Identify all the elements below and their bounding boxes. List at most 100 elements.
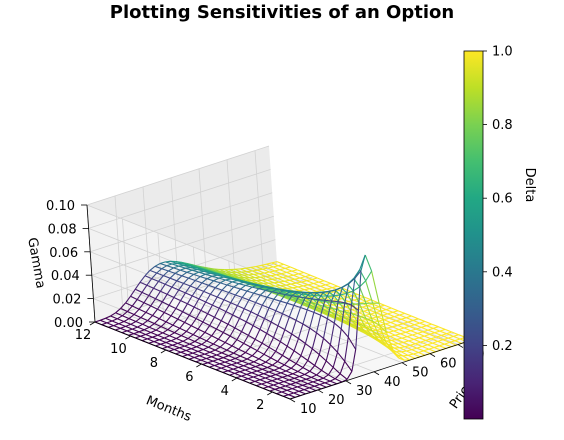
- wire-segment: [117, 315, 123, 320]
- wire-segment: [277, 313, 284, 326]
- wire-segment: [305, 297, 312, 300]
- gridline: [206, 285, 403, 364]
- z-tick-label: 0.04: [51, 269, 80, 284]
- wire-segment: [200, 357, 207, 361]
- wire-segment: [316, 291, 324, 294]
- wire-segment: [268, 386, 276, 390]
- wire-segment: [246, 321, 254, 327]
- wire-segment: [293, 274, 301, 279]
- wire-segment: [160, 343, 168, 348]
- wire-segment: [294, 375, 300, 379]
- wire-segment: [305, 276, 313, 280]
- wire-segment: [227, 368, 234, 372]
- wire-segment: [370, 313, 378, 318]
- wire-segment: [430, 336, 437, 340]
- wire-segment: [212, 360, 220, 365]
- wire-segment: [364, 326, 372, 336]
- wire-segment: [192, 328, 199, 335]
- wire-segment: [194, 356, 202, 361]
- wire-segment: [270, 357, 278, 362]
- wire-segment: [161, 265, 168, 270]
- wire-segment: [410, 343, 416, 346]
- wire-segment: [298, 298, 306, 302]
- wire-segment: [309, 288, 317, 293]
- wire-segment: [192, 350, 199, 354]
- wire-segment: [169, 335, 177, 340]
- wire-segment: [147, 338, 155, 343]
- wire-segment: [243, 365, 251, 369]
- wire-segment: [132, 305, 140, 310]
- wire-segment: [162, 332, 170, 337]
- wire-segment: [380, 309, 387, 312]
- wire-segment: [292, 287, 300, 292]
- wire-segment: [249, 277, 257, 282]
- wire-segment: [327, 367, 334, 376]
- wire-segment: [175, 351, 182, 355]
- wire-segment: [246, 286, 253, 292]
- wire-segment: [159, 318, 167, 323]
- wire-segment: [148, 341, 155, 344]
- wire-segment: [157, 332, 164, 336]
- wire-segment: [206, 275, 213, 280]
- wire-segment: [204, 351, 211, 355]
- wire-segment: [425, 339, 433, 344]
- wire-segment: [138, 331, 146, 336]
- wire-segment: [156, 268, 163, 274]
- wire-segment: [442, 339, 450, 343]
- wire-segment: [395, 351, 404, 357]
- wire-segment: [254, 380, 262, 385]
- wire-segment: [147, 315, 153, 321]
- wire-segment: [305, 378, 314, 383]
- wire-segment: [279, 367, 287, 372]
- wire-segment: [181, 275, 189, 279]
- wire-segment: [449, 340, 456, 343]
- wire-segment: [426, 325, 434, 329]
- wire-segment: [250, 366, 256, 369]
- wire-segment: [167, 344, 173, 348]
- wire-segment: [393, 328, 400, 332]
- wire-segment: [234, 268, 242, 273]
- wire-segment: [261, 296, 268, 306]
- wire-segment: [198, 271, 206, 275]
- wire-segment: [106, 322, 114, 327]
- wire-segment: [286, 295, 293, 304]
- wire-segment: [436, 334, 442, 338]
- wire-segment: [372, 320, 380, 326]
- wire-segment: [432, 327, 441, 332]
- wire-segment: [401, 337, 409, 342]
- z-axis-ticks: 0.00 0.02 0.04 0.06 0.08 0.10: [46, 199, 95, 331]
- wire-segment: [177, 318, 185, 323]
- wire-segment: [417, 331, 423, 334]
- wire-segment: [439, 330, 447, 335]
- wire-segment: [158, 339, 167, 344]
- wire-segment: [436, 336, 444, 341]
- wire-segment: [376, 339, 384, 346]
- wire-segment: [148, 323, 155, 328]
- wire-segment: [399, 314, 407, 319]
- wire-segment: [359, 286, 367, 304]
- wire-segment: [251, 372, 259, 376]
- wire-segment: [271, 288, 278, 293]
- wire-segment: [167, 324, 174, 331]
- wire-segment: [268, 371, 276, 376]
- wire-segment: [191, 346, 197, 350]
- wire-segment: [278, 292, 286, 296]
- wire-segment: [137, 323, 143, 328]
- gridline: [198, 168, 208, 286]
- wire-segment: [189, 280, 196, 287]
- wire-segment: [390, 320, 397, 324]
- wire-segment: [298, 389, 305, 392]
- wire-segment: [143, 302, 151, 307]
- wire-segment: [418, 337, 426, 341]
- wire-segment: [368, 309, 376, 314]
- wire-segment: [201, 340, 208, 345]
- wire-segment: [281, 273, 289, 277]
- wire-segment: [169, 273, 176, 279]
- wire-segment: [385, 341, 394, 351]
- wire-segment: [284, 364, 292, 369]
- wire-segment: [201, 282, 209, 286]
- wire-segment: [320, 314, 328, 320]
- wire-segment: [152, 308, 158, 316]
- wire-segment: [168, 348, 175, 352]
- wire-segment: [216, 352, 223, 356]
